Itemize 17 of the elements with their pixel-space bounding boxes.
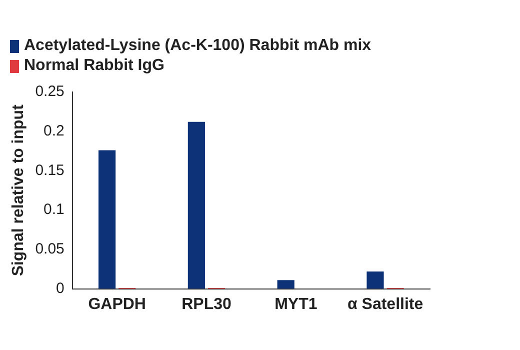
x-tick-label: GAPDH [88, 296, 146, 313]
y-axis-title: Signal relative to input [10, 104, 28, 276]
x-tick-label: α Satellite [347, 296, 424, 313]
bar [188, 122, 205, 289]
x-tick-label: MYT1 [274, 296, 318, 313]
y-tick-label: 0.1 [44, 201, 64, 218]
y-tick-label: 0.2 [44, 122, 64, 140]
bar [98, 150, 116, 289]
y-tick-label: 0.15 [35, 162, 64, 179]
bar [366, 271, 384, 289]
y-tick-label: 0.25 [35, 83, 64, 100]
bar [277, 280, 294, 289]
legend-label: Acetylated-Lysine (Ac-K-100) Rabbit mAb mix [24, 36, 372, 56]
y-tick-label: 0 [56, 280, 64, 297]
x-tick-label: RPL30 [182, 296, 232, 313]
y-tick-label: 0.05 [35, 240, 64, 258]
legend-label: Normal Rabbit IgG [24, 56, 164, 76]
